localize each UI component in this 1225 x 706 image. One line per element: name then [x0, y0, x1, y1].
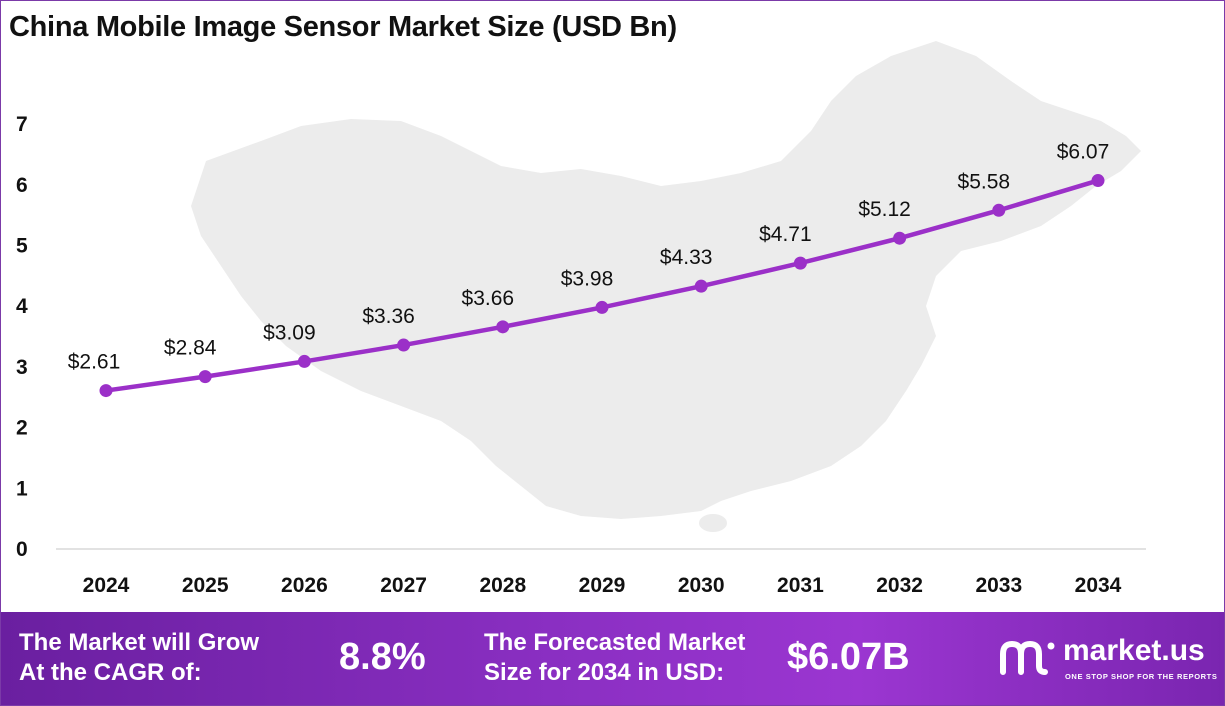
x-tick-label: 2031 — [777, 574, 824, 597]
data-label: $4.71 — [759, 223, 812, 246]
data-point — [496, 320, 510, 334]
data-point — [992, 203, 1006, 217]
forecast-label: The Forecasted Market Size for 2034 in U… — [484, 628, 745, 688]
x-axis-ticks: 2024 2025 2026 2027 2028 2029 2030 2031 2032 2033… — [83, 574, 1122, 597]
chart-title: China Mobile Image Sensor Market Size (U… — [9, 11, 677, 43]
data-label: $2.84 — [164, 337, 217, 360]
cagr-value: 8.8% — [339, 636, 426, 678]
forecast-label-line2: Size for 2034 in USD: — [484, 659, 725, 686]
line-chart: 0 1 2 3 4 5 6 7 2024 2025 2026 2027 2028 2029 2030 203… — [16, 41, 1146, 597]
y-tick-label: 7 — [16, 113, 28, 136]
x-tick-label: 2034 — [1075, 574, 1122, 597]
y-tick-label: 5 — [16, 235, 28, 258]
data-point — [793, 256, 807, 270]
x-tick-label: 2033 — [975, 574, 1022, 597]
china-map-silhouette — [191, 41, 1141, 519]
brand-name: market.us — [1063, 634, 1205, 667]
footer-banner: The Market will Grow At the CAGR of: 8.8… — [1, 612, 1224, 705]
cagr-label-line1: The Market will Grow — [19, 629, 260, 656]
data-point — [694, 279, 708, 293]
brand-tagline: ONE STOP SHOP FOR THE REPORTS — [1065, 672, 1218, 681]
data-point — [99, 384, 113, 398]
y-axis-ticks: 0 1 2 3 4 5 6 7 — [16, 113, 28, 561]
x-tick-label: 2032 — [876, 574, 923, 597]
data-point — [397, 338, 411, 352]
y-tick-label: 0 — [16, 538, 28, 561]
data-label: $3.09 — [263, 321, 316, 344]
data-point — [297, 354, 311, 368]
data-label: $4.33 — [660, 246, 713, 269]
data-point — [893, 231, 907, 245]
data-label: $3.98 — [561, 267, 614, 290]
y-tick-label: 4 — [16, 295, 28, 318]
data-points — [99, 174, 1105, 398]
data-point — [198, 370, 212, 384]
x-tick-label: 2027 — [380, 574, 427, 597]
y-tick-label: 1 — [16, 477, 28, 500]
market-us-logo-icon — [1000, 640, 1055, 675]
data-label: $5.58 — [958, 170, 1011, 193]
data-label: $6.07 — [1057, 141, 1110, 164]
x-tick-label: 2025 — [182, 574, 229, 597]
data-label: $5.12 — [858, 198, 911, 221]
x-tick-label: 2026 — [281, 574, 328, 597]
data-point — [595, 300, 609, 314]
market-us-logo: market.us ONE STOP SHOP FOR THE REPORTS — [997, 632, 1222, 692]
data-label: $2.61 — [68, 351, 121, 374]
x-tick-label: 2024 — [83, 574, 130, 597]
data-labels: $2.61 $2.84 $3.09 $3.36 $3.66 $3.98 $4.33 $4.71… — [68, 141, 1110, 374]
data-label: $3.36 — [362, 305, 415, 328]
cagr-label: The Market will Grow At the CAGR of: — [19, 628, 259, 688]
data-point — [1091, 174, 1105, 188]
data-label: $3.66 — [462, 287, 515, 310]
x-tick-label: 2029 — [579, 574, 626, 597]
cagr-label-line2: At the CAGR of: — [19, 659, 202, 686]
x-tick-label: 2030 — [678, 574, 725, 597]
y-tick-label: 6 — [16, 174, 28, 197]
y-tick-label: 2 — [16, 417, 28, 440]
forecast-value: $6.07B — [787, 636, 910, 678]
hainan-island-shape — [699, 514, 727, 532]
y-tick-label: 3 — [16, 356, 28, 379]
x-tick-label: 2028 — [479, 574, 526, 597]
forecast-label-line1: The Forecasted Market — [484, 629, 746, 656]
